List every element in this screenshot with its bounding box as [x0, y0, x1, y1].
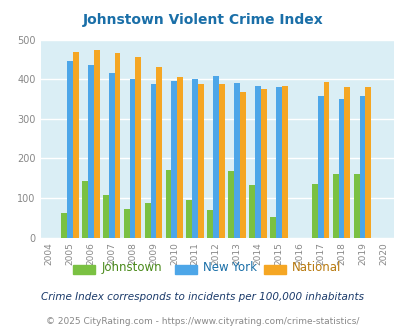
Bar — [344, 87, 350, 238]
Bar — [249, 185, 254, 238]
Bar — [171, 81, 177, 238]
Bar — [364, 87, 370, 238]
Bar — [239, 92, 245, 238]
Bar — [114, 53, 120, 238]
Bar — [234, 83, 239, 238]
Bar — [323, 82, 328, 238]
Bar — [165, 170, 171, 238]
Bar — [228, 172, 234, 238]
Text: National: National — [292, 261, 341, 274]
Bar — [207, 210, 213, 238]
Bar — [124, 209, 129, 238]
Bar — [311, 184, 317, 238]
Bar — [61, 213, 67, 238]
Bar — [332, 174, 338, 238]
Bar — [129, 79, 135, 238]
Bar — [109, 73, 114, 238]
Bar — [353, 174, 359, 238]
Bar — [82, 182, 87, 238]
Bar — [135, 57, 141, 238]
Bar — [198, 84, 204, 238]
Text: Crime Index corresponds to incidents per 100,000 inhabitants: Crime Index corresponds to incidents per… — [41, 292, 364, 302]
Bar — [72, 52, 79, 238]
Bar — [150, 84, 156, 238]
Bar — [102, 195, 109, 238]
Bar — [359, 96, 364, 238]
Bar — [177, 77, 183, 238]
Bar — [254, 85, 260, 238]
Text: © 2025 CityRating.com - https://www.cityrating.com/crime-statistics/: © 2025 CityRating.com - https://www.city… — [46, 317, 359, 326]
Bar — [213, 77, 219, 238]
Bar — [260, 89, 266, 238]
Bar — [94, 50, 99, 238]
Bar — [192, 79, 198, 238]
Bar — [67, 61, 72, 238]
Bar — [186, 200, 192, 238]
Bar — [269, 217, 275, 238]
Text: Johnstown: Johnstown — [101, 261, 162, 274]
Bar — [156, 67, 162, 238]
Bar — [144, 203, 150, 238]
Bar — [281, 86, 287, 238]
Bar — [338, 99, 344, 238]
Bar — [317, 96, 323, 238]
Text: Johnstown Violent Crime Index: Johnstown Violent Crime Index — [83, 13, 322, 27]
Bar — [275, 87, 281, 238]
Bar — [219, 84, 224, 238]
Bar — [87, 65, 94, 238]
Text: New York: New York — [202, 261, 256, 274]
